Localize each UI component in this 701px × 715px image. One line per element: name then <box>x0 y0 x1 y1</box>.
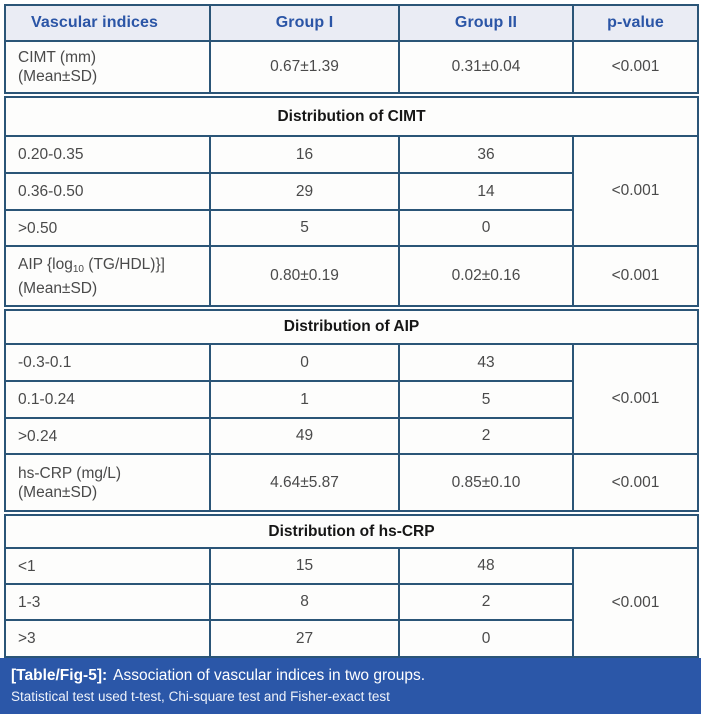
cell-aip-pvalue: <0.001 <box>572 245 699 309</box>
table-header-row: Vascular indices Group I Group II p-valu… <box>4 4 699 42</box>
caption-title-line: [Table/Fig-5]: Association of vascular in… <box>11 665 689 687</box>
cell-group2: 2 <box>398 417 574 455</box>
column-header-group1: Group I <box>209 4 400 42</box>
row-label: 0.1-0.24 <box>4 380 211 419</box>
table-row-cimt-range2: 0.36-0.50 29 14 <box>4 172 698 211</box>
column-header-group2: Group II <box>398 4 574 42</box>
cell-group2: 36 <box>398 135 574 174</box>
cell-aip-group2: 0.02±0.16 <box>398 245 574 309</box>
cell-cimt-group1: 0.67±1.39 <box>209 40 400 96</box>
table-row-aip-range2: 0.1-0.24 1 5 <box>4 380 698 419</box>
table-caption: [Table/Fig-5]: Association of vascular in… <box>0 658 701 714</box>
cell-group1: 27 <box>209 619 400 658</box>
cell-aip-dist-pvalue: <0.001 <box>572 343 699 455</box>
cell-group1: 49 <box>209 417 400 455</box>
column-header-p-value: p-value <box>572 4 699 42</box>
cell-cimt-group2: 0.31±0.04 <box>398 40 574 96</box>
section-row-distribution-cimt: Distribution of CIMT <box>4 92 699 137</box>
row-label-aip: AIP {log10 (TG/HDL)}] (Mean±SD) <box>4 245 211 309</box>
cell-hscrp-group2: 0.85±0.10 <box>398 453 574 514</box>
cell-group2: 5 <box>398 380 574 419</box>
cell-group1: 1 <box>209 380 400 419</box>
cell-group1: 5 <box>209 209 400 247</box>
table-row-hscrp-range1: <1 15 48 <0.001 <box>4 547 699 658</box>
cell-group1: 16 <box>209 135 400 174</box>
table-row-aip-range1: -0.3-0.1 0 43 <0.001 <box>4 343 699 455</box>
caption-title: Association of vascular indices in two g… <box>113 667 426 684</box>
row-label-hscrp: hs-CRP (mg/L) (Mean±SD) <box>4 453 211 514</box>
cell-aip-group1: 0.80±0.19 <box>209 245 400 309</box>
caption-note: Statistical test used t-test, Chi-square… <box>11 689 390 704</box>
cell-cimt-dist-pvalue: <0.001 <box>572 135 699 247</box>
cell-group2: 0 <box>398 619 574 658</box>
cell-group1: 29 <box>209 172 400 211</box>
row-label-cimt: CIMT (mm) (Mean±SD) <box>4 40 211 96</box>
cell-group2: 43 <box>398 343 574 382</box>
row-label: 0.36-0.50 <box>4 172 211 211</box>
cell-group2: 0 <box>398 209 574 247</box>
vascular-indices-table: Vascular indices Group I Group II p-valu… <box>4 4 699 658</box>
row-label: <1 <box>4 547 211 585</box>
row-label: 0.20-0.35 <box>4 135 211 174</box>
section-row-distribution-aip: Distribution of AIP <box>4 305 699 345</box>
cell-hscrp-group1: 4.64±5.87 <box>209 453 400 514</box>
cell-hscrp-pvalue: <0.001 <box>572 453 699 514</box>
cell-hscrp-dist-pvalue: <0.001 <box>572 547 699 658</box>
table-row-aip-range3: >0.24 49 2 <box>4 417 698 455</box>
column-header-vascular-indices: Vascular indices <box>4 4 211 42</box>
table-row-hscrp-range2: 1-3 8 2 <box>4 583 698 621</box>
row-label: >0.24 <box>4 417 211 455</box>
section-row-distribution-hscrp: Distribution of hs-CRP <box>4 510 699 549</box>
table-row-hscrp: hs-CRP (mg/L) (Mean±SD) 4.64±5.87 0.85±0… <box>4 453 699 514</box>
cell-group2: 14 <box>398 172 574 211</box>
row-label: >0.50 <box>4 209 211 247</box>
cell-group1: 8 <box>209 583 400 621</box>
cell-group1: 0 <box>209 343 400 382</box>
table-row-cimt-range1: 0.20-0.35 16 36 <0.001 <box>4 135 699 247</box>
caption-tag: [Table/Fig-5]: <box>11 667 108 684</box>
table-row-cimt: CIMT (mm) (Mean±SD) 0.67±1.39 0.31±0.04 … <box>4 40 699 96</box>
section-title-distribution-aip: Distribution of AIP <box>4 305 699 345</box>
table-row-aip: AIP {log10 (TG/HDL)}] (Mean±SD) 0.80±0.1… <box>4 245 699 309</box>
section-title-distribution-cimt: Distribution of CIMT <box>4 92 699 137</box>
subscript-10: 10 <box>72 263 84 275</box>
cell-group1: 15 <box>209 547 400 585</box>
row-label: -0.3-0.1 <box>4 343 211 382</box>
section-title-distribution-hscrp: Distribution of hs-CRP <box>4 510 699 549</box>
cell-cimt-pvalue: <0.001 <box>572 40 699 96</box>
cell-group2: 2 <box>398 583 574 621</box>
row-label: 1-3 <box>4 583 211 621</box>
cell-group2: 48 <box>398 547 574 585</box>
table-row-cimt-range3: >0.50 5 0 <box>4 209 698 247</box>
row-label: >3 <box>4 619 211 658</box>
table-row-hscrp-range3: >3 27 0 <box>4 619 698 658</box>
